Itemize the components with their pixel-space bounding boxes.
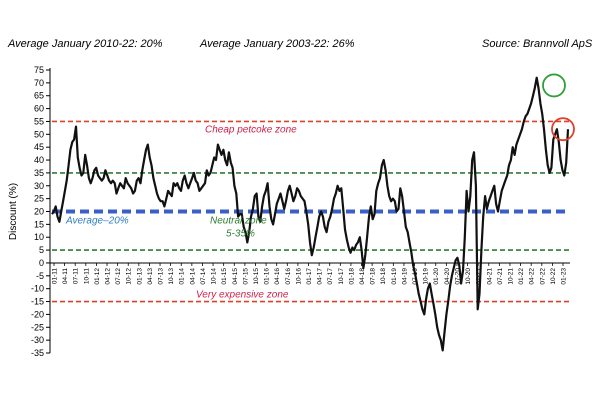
x-tick-label: 10-12 (126, 268, 133, 285)
x-tick-label: 01-19 (391, 268, 398, 285)
x-tick-label: 07-12 (115, 268, 122, 285)
x-tick-label: 04-19 (401, 268, 408, 285)
y-tick-label: 10 (34, 232, 44, 242)
y-tick-label: 40 (34, 155, 44, 165)
x-tick-label: 04-15 (232, 268, 239, 285)
header-average-2010-22: Average January 2010-22: 20% (8, 38, 163, 50)
y-tick-label: 35 (34, 168, 44, 178)
reference-line-label: Average–20% (65, 216, 129, 227)
reference-line-label: Cheap petcoke zone (205, 124, 297, 135)
x-tick-label: 10-16 (295, 268, 302, 285)
x-tick-label: 01-15 (221, 268, 228, 285)
neutral-zone-annotation: Neutral zone (210, 216, 267, 227)
x-tick-label: 07-17 (327, 268, 334, 285)
x-tick-label: 04-16 (274, 268, 281, 285)
x-tick-label: 10-20 (465, 268, 472, 285)
x-tick-label: 01-23 (561, 268, 568, 285)
x-tick-label: 07-21 (497, 268, 504, 285)
x-tick-label: 01-17 (306, 268, 313, 285)
y-tick-label: 75 (34, 65, 44, 75)
x-tick-label: 01-21 (476, 268, 483, 285)
y-tick-label: 60 (34, 104, 44, 114)
header-average-2003-22: Average January 2003-22: 26% (200, 38, 355, 50)
x-tick-label: 01-20 (433, 268, 440, 285)
x-tick-label: 04-13 (147, 268, 154, 285)
x-tick-label: 01-22 (518, 268, 525, 285)
x-tick-label: 10-15 (253, 268, 260, 285)
y-tick-label: 30 (34, 181, 44, 191)
y-tick-label: 50 (34, 129, 44, 139)
x-tick-label: 04-20 (444, 268, 451, 285)
y-tick-label: -35 (31, 348, 44, 358)
x-tick-label: 07-11 (73, 268, 80, 285)
y-tick-label: 70 (34, 78, 44, 88)
x-tick-label: 07-16 (285, 268, 292, 285)
x-tick-label: 10-22 (550, 268, 557, 285)
y-tick-label: -15 (31, 297, 44, 307)
y-tick-label: -5 (36, 271, 44, 281)
y-tick-label: 25 (34, 194, 44, 204)
x-tick-label: 07-14 (200, 268, 207, 285)
y-tick-label: -10 (31, 284, 44, 294)
neutral-zone-annotation: 5-35% (226, 229, 255, 240)
x-tick-label: 10-21 (507, 268, 514, 285)
x-tick-label: 01-13 (136, 268, 143, 285)
y-tick-label: 65 (34, 91, 44, 101)
reference-line-label: Very expensive zone (196, 290, 289, 301)
x-tick-label: 10-13 (168, 268, 175, 285)
peak-highlight-circle (542, 73, 566, 98)
x-tick-label: 04-12 (105, 268, 112, 285)
x-tick-label: 07-22 (539, 268, 546, 285)
y-tick-label: 15 (34, 219, 44, 229)
x-tick-label: 01-14 (179, 268, 186, 285)
y-tick-label: 5 (39, 245, 44, 255)
x-tick-label: 04-14 (189, 268, 196, 285)
x-tick-label: 10-18 (380, 268, 387, 285)
x-tick-label: 04-21 (486, 268, 493, 285)
x-tick-label: 01-11 (52, 268, 59, 285)
y-tick-label: 45 (34, 142, 44, 152)
x-tick-label: 04-11 (62, 268, 69, 285)
x-tick-label: 07-13 (158, 268, 165, 285)
x-tick-label: 04-18 (359, 268, 366, 285)
y-tick-label: 0 (39, 258, 44, 268)
x-tick-label: 01-18 (348, 268, 355, 285)
discount-series-line (51, 76, 570, 352)
x-tick-label: 10-14 (211, 268, 218, 285)
y-tick-label: -30 (31, 335, 44, 345)
x-tick-label: 04-17 (317, 268, 324, 285)
y-tick-label: -20 (31, 309, 44, 319)
x-tick-label: 07-18 (370, 268, 377, 285)
y-tick-label: 55 (34, 116, 44, 126)
x-tick-label: 10-11 (83, 268, 90, 285)
x-tick-label: 01-12 (94, 268, 101, 285)
x-tick-label: 01-16 (264, 268, 271, 285)
x-tick-label: 10-17 (338, 268, 345, 285)
x-tick-label: 07-15 (242, 268, 249, 285)
x-tick-label: 04-22 (529, 268, 536, 285)
latest-highlight-circle (551, 117, 575, 142)
x-tick-label: 07-20 (454, 268, 461, 285)
header-source: Source: Brannvoll ApS (482, 38, 593, 50)
y-tick-label: 20 (34, 207, 44, 217)
y-tick-label: -25 (31, 322, 44, 332)
x-tick-label: 10-19 (423, 268, 430, 285)
y-axis-title: Discount (%) (8, 183, 19, 240)
